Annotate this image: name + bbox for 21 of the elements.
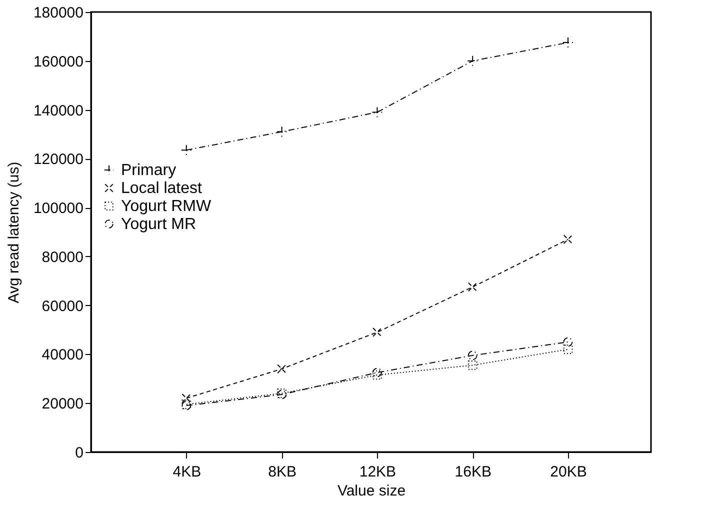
- y-tick-label: 80000: [42, 248, 84, 266]
- legend-label: Primary: [121, 162, 176, 179]
- x-tick-label: 12KB: [359, 464, 396, 480]
- y-tick-label: 140000: [33, 102, 84, 120]
- y-tick-label: 160000: [33, 53, 84, 70]
- x-tick-label: 4KB: [172, 464, 202, 480]
- y-axis-title: Avg read latency (us): [5, 162, 22, 304]
- x-tick-label: 20KB: [550, 464, 587, 480]
- y-tick-label: 120000: [33, 151, 84, 168]
- legend-label: Yogurt RMW: [121, 198, 212, 215]
- y-tick-label: 0: [75, 444, 84, 462]
- x-axis-title: Value size: [337, 482, 406, 500]
- x-tick-label: 8KB: [268, 464, 296, 480]
- y-tick-label: 180000: [33, 4, 84, 22]
- y-tick-label: 20000: [42, 396, 84, 413]
- legend-label: Yogurt MR: [121, 216, 196, 233]
- legend-label: Local latest: [121, 180, 202, 197]
- y-tick-label: 100000: [33, 200, 84, 218]
- y-tick-label: 40000: [42, 346, 84, 364]
- x-tick-label: 16KB: [454, 464, 492, 480]
- y-tick-label: 60000: [42, 298, 84, 315]
